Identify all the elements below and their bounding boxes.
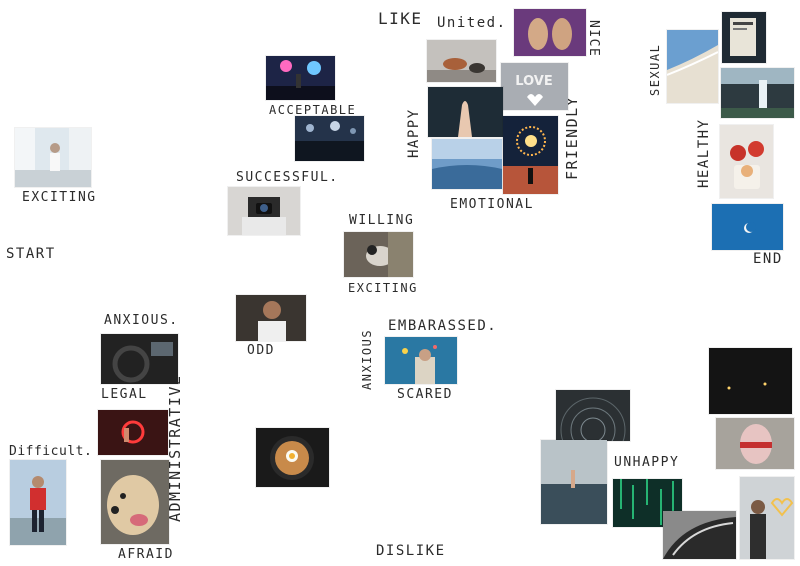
book-photo (722, 12, 766, 63)
acceptable-label: ACCEPTABLE (269, 103, 357, 117)
hand-photo (428, 87, 503, 137)
ramen-bowl-photo (256, 428, 329, 487)
svg-text:LOVE: LOVE (515, 74, 552, 89)
happy-label: HAPPY (406, 108, 422, 158)
painted-face-photo (716, 418, 794, 469)
successful-label: SUCCESSFUL. (236, 170, 339, 185)
neon-hands-photo (98, 410, 168, 455)
united-label: United. (437, 15, 507, 31)
afraid-label: AFRAID (118, 547, 174, 562)
car-curve-photo (663, 511, 736, 559)
smiling-man-photo (236, 295, 306, 341)
healthy-label: HEALTHY (696, 118, 712, 188)
sexual-label: SEXUAL (648, 43, 662, 96)
fireworks-photo (503, 116, 558, 194)
odd-label: ODD (247, 343, 275, 358)
camera-photographer-photo (228, 187, 300, 235)
embarrassed-person-photo (385, 337, 457, 384)
legal-label: LEGAL (101, 387, 148, 402)
apples-photo (720, 125, 773, 198)
ocean-aerial-photo (667, 30, 718, 103)
unhappy-label: UNHAPPY (614, 455, 680, 470)
love-sign-photo: LOVE (501, 63, 568, 110)
drowning-hand-photo (541, 440, 607, 524)
difficult-label: Difficult. (9, 444, 93, 459)
woman-window-photo (15, 128, 91, 187)
dislike-label: DISLIKE (376, 543, 446, 559)
car-interior-photo (101, 334, 178, 384)
crowd-photo (295, 116, 364, 161)
couple-heart-photo (740, 477, 794, 559)
star-trails-photo (556, 390, 630, 441)
nice-label: NICE (586, 20, 601, 58)
end-label: END (753, 251, 783, 267)
willing-label: WILLING (349, 213, 415, 228)
happy-dog-photo (101, 460, 169, 544)
exciting-label-1: EXCITING (22, 190, 97, 205)
sea-mist-photo (432, 139, 502, 189)
emotional-label: EMOTIONAL (450, 197, 534, 212)
dog-cat-photo (427, 40, 496, 82)
waterfall-photo (721, 68, 794, 118)
scared-label: SCARED (397, 387, 453, 402)
anxious-label-1: ANXIOUS. (104, 313, 179, 328)
exciting-label-2: EXCITING (348, 281, 418, 295)
bird-photo (344, 232, 413, 277)
feet-photo (514, 9, 586, 56)
anxious-label-2: ANXIOUS (360, 328, 374, 390)
concert-photo (266, 56, 335, 100)
moon-photo (712, 204, 783, 250)
man-red-jacket-photo (10, 460, 66, 545)
embarassed-label: EMBARASSED. (388, 318, 498, 334)
dark-night-photo (709, 348, 792, 414)
like-label: LIKE (378, 9, 423, 28)
start-label: START (6, 246, 56, 262)
